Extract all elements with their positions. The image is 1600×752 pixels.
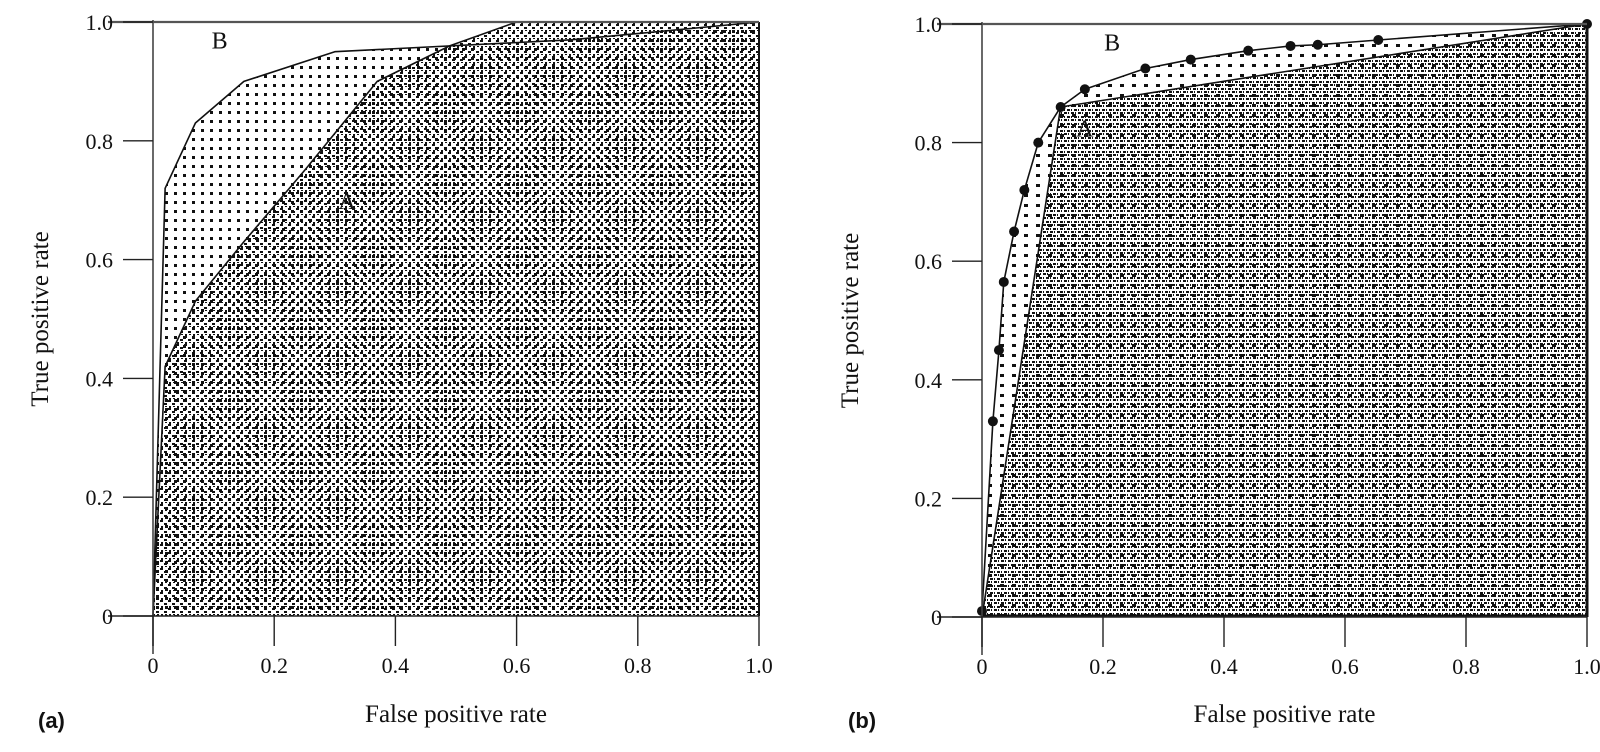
curve-label-B: B xyxy=(212,29,228,55)
data-point-marker xyxy=(1009,226,1020,237)
y-tick-label: 0.2 xyxy=(915,486,943,511)
x-axis-title: False positive rate xyxy=(1194,701,1376,728)
y-tick-label: 0.6 xyxy=(86,248,114,273)
y-tick-label: 0.8 xyxy=(915,131,943,156)
x-tick-label: 1.0 xyxy=(745,653,773,678)
y-tick-label: 0.8 xyxy=(86,129,114,154)
curve-label-B: B xyxy=(1104,31,1120,57)
panel-b: 0 0.2 0.4 0.6 0.8 1.0 0 0.2 0.4 0.6 0.8 1.0 False po… xyxy=(837,12,1600,733)
data-point-marker xyxy=(987,416,998,427)
data-point-marker xyxy=(998,276,1009,287)
curve-label-A: A xyxy=(1076,117,1094,143)
area-under-curve-A xyxy=(982,24,1587,617)
x-tick-label: 0 xyxy=(148,653,159,678)
roc-curve-B xyxy=(152,21,760,617)
x-tick-label: 0.8 xyxy=(624,653,652,678)
panel-tag: (b) xyxy=(848,708,876,733)
data-point-marker xyxy=(1243,45,1254,56)
data-point-marker xyxy=(1033,137,1044,148)
x-axis-title: False positive rate xyxy=(365,701,547,728)
data-point-marker xyxy=(993,345,1004,356)
roc-curve-B xyxy=(981,23,1588,612)
y-axis-title: True positive rate xyxy=(27,231,54,406)
x-tick-label: 0 xyxy=(977,654,988,679)
x-tick-label: 0.4 xyxy=(1210,654,1238,679)
data-point-marker xyxy=(1185,54,1196,65)
y-tick-label: 0 xyxy=(102,604,113,629)
y-tick-label: 0 xyxy=(931,605,942,630)
y-tick-label: 0.4 xyxy=(86,366,114,391)
data-point-marker xyxy=(1079,84,1090,95)
y-tick-label: 1.0 xyxy=(86,10,114,35)
data-point-marker xyxy=(1373,35,1384,46)
x-tick-label: 0.6 xyxy=(1331,654,1359,679)
data-point-marker xyxy=(1285,40,1296,51)
panel-tag: (a) xyxy=(38,708,65,733)
x-tick-label: 1.0 xyxy=(1573,654,1600,679)
x-tick-label: 0.2 xyxy=(260,653,288,678)
data-point-marker xyxy=(1140,63,1151,74)
data-point-marker xyxy=(1312,39,1323,50)
y-axis-title: True positive rate xyxy=(837,233,864,408)
panel-a: 0 0.2 0.4 0.6 0.8 1.0 0 0.2 0.4 0.6 0.8 1.0 False po… xyxy=(27,10,773,733)
x-tick-label: 0.6 xyxy=(503,653,531,678)
x-tick-label: 0.8 xyxy=(1452,654,1480,679)
y-tick-label: 0.2 xyxy=(86,485,114,510)
data-point-marker xyxy=(1019,185,1030,196)
curve-label-A: A xyxy=(338,189,356,215)
x-tick-label: 0.2 xyxy=(1089,654,1117,679)
y-tick-label: 0.4 xyxy=(915,368,943,393)
roc-curve-A xyxy=(152,21,759,617)
roc-curve-A xyxy=(981,23,1588,618)
x-tick-label: 0.4 xyxy=(382,653,410,678)
y-tick-label: 0.6 xyxy=(915,249,943,274)
y-tick-label: 1.0 xyxy=(915,12,943,37)
